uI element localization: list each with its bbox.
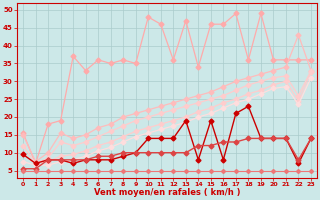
X-axis label: Vent moyen/en rafales ( km/h ): Vent moyen/en rafales ( km/h ) [94,188,240,197]
